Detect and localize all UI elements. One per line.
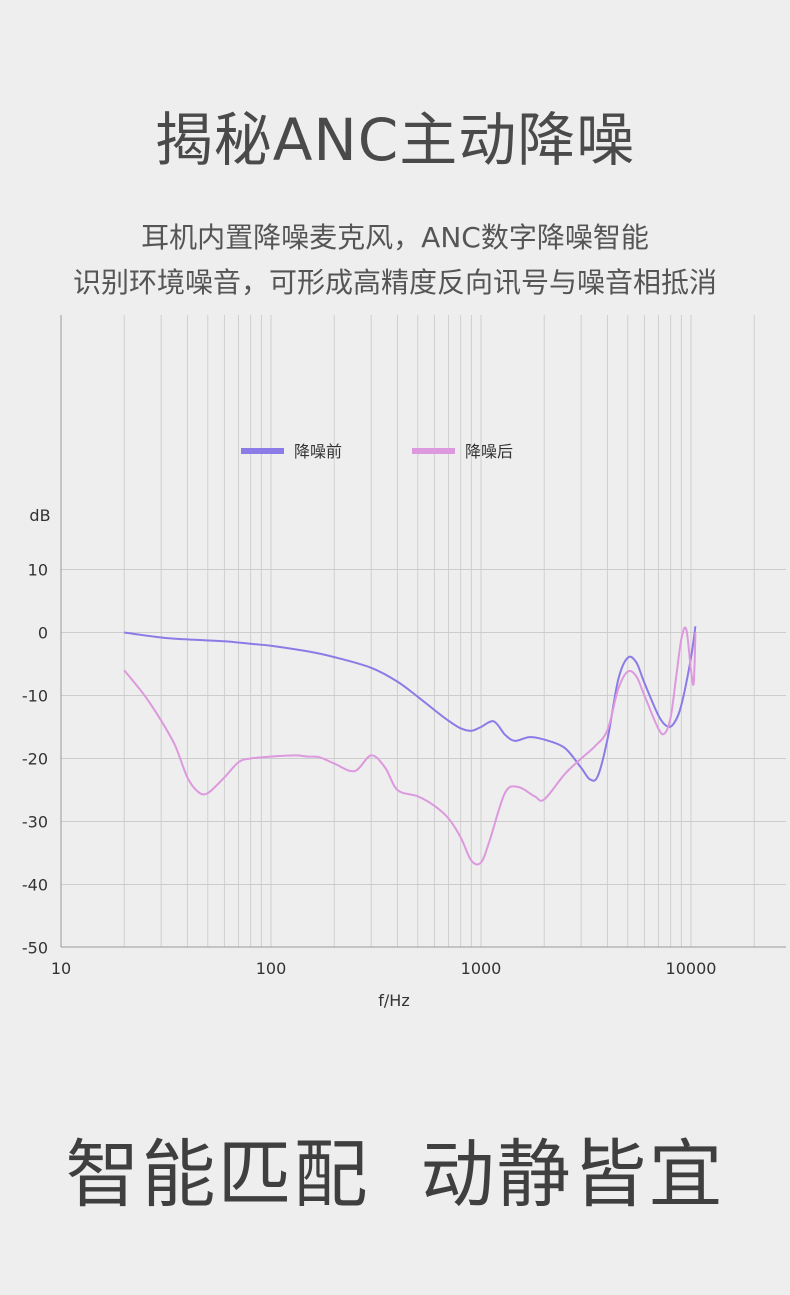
footer-slogan: 智能匹配 动静皆宜 xyxy=(65,1132,725,1218)
frequency-response-chart: 10 100 1000 10000 100-10-20-30-40-50 降噪前 降噪后… xyxy=(22,315,786,1010)
y-tick-label: -50 xyxy=(22,939,48,958)
legend-swatch-1 xyxy=(241,448,284,454)
y-tick-labels: 10 0 -10 -20 -30 -40 -50 xyxy=(22,561,48,958)
y-tick-label: 0 xyxy=(38,624,48,643)
x-tick-label: 10000 xyxy=(666,959,717,978)
series-line-2 xyxy=(123,626,697,866)
series-lines xyxy=(123,626,697,866)
legend: 降噪前 降噪后 xyxy=(241,442,513,461)
x-tick-label: 10 xyxy=(51,959,71,978)
vertical-gridlines xyxy=(123,315,755,947)
x-tick-labels: 10 100 1000 10000 xyxy=(51,959,717,978)
legend-label-1: 降噪前 xyxy=(294,442,342,461)
y-tick-label: 10 xyxy=(28,561,48,580)
x-tick-label: 100 xyxy=(256,959,287,978)
y-tick-label: -20 xyxy=(22,750,48,769)
x-tick-label: 1000 xyxy=(461,959,502,978)
x-axis-label: f/Hz xyxy=(378,991,409,1010)
series-line-1 xyxy=(124,626,697,782)
page-title: 揭秘ANC主动降噪 xyxy=(154,106,636,174)
subtitle-line-2: 识别环境噪音，可形成高精度反向讯号与噪音相抵消 xyxy=(72,266,717,299)
subtitle-line-1: 耳机内置降噪麦克风，ANC数字降噪智能 xyxy=(141,221,649,254)
axes xyxy=(60,315,786,948)
horizontal-gridlines xyxy=(61,569,786,885)
y-tick-label: -10 xyxy=(22,687,48,706)
legend-label-2: 降噪后 xyxy=(465,442,513,461)
y-tick-label: -30 xyxy=(22,813,48,832)
y-tick-label: -40 xyxy=(22,876,48,895)
legend-swatch-2 xyxy=(412,448,455,454)
y-axis-label: dB xyxy=(29,506,50,525)
